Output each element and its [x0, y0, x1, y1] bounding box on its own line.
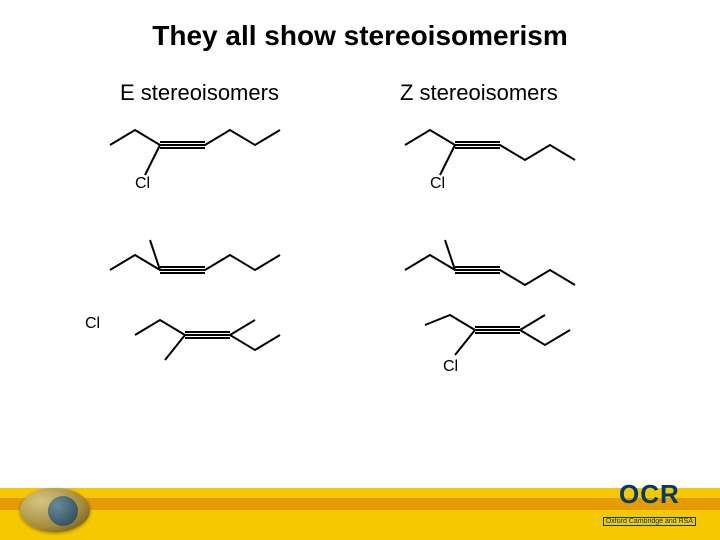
- ocr-logo-text: OCR: [603, 479, 696, 510]
- molecule-e2-svg: [100, 225, 300, 295]
- subheading-z: Z stereoisomers: [400, 80, 558, 106]
- molecule-z2: [395, 225, 595, 295]
- atom-label-cl: Cl: [135, 175, 150, 193]
- molecule-e1: Cl: [100, 120, 300, 210]
- subheading-e: E stereoisomers: [120, 80, 279, 106]
- badge-logo: [20, 488, 90, 532]
- atom-label-cl: Cl: [443, 358, 458, 376]
- molecule-z3: Cl: [395, 310, 595, 400]
- molecule-e3-svg: [85, 310, 305, 400]
- molecule-z1-svg: [395, 120, 595, 210]
- molecule-e1-svg: [100, 120, 300, 210]
- atom-label-cl: Cl: [85, 315, 100, 333]
- molecule-z2-svg: [395, 225, 595, 295]
- molecule-e3: Cl: [85, 310, 305, 400]
- molecule-z1: Cl: [395, 120, 595, 210]
- molecule-z3-svg: [395, 310, 595, 400]
- atom-label-cl: Cl: [430, 175, 445, 193]
- ocr-logo-sub: Oxford Cambridge and RSA: [603, 517, 696, 526]
- page-title: They all show stereoisomerism: [0, 20, 720, 52]
- footer-bar: OCR Oxford Cambridge and RSA: [0, 484, 720, 540]
- molecule-e2: [100, 225, 300, 295]
- ocr-logo: OCR Oxford Cambridge and RSA: [603, 479, 696, 528]
